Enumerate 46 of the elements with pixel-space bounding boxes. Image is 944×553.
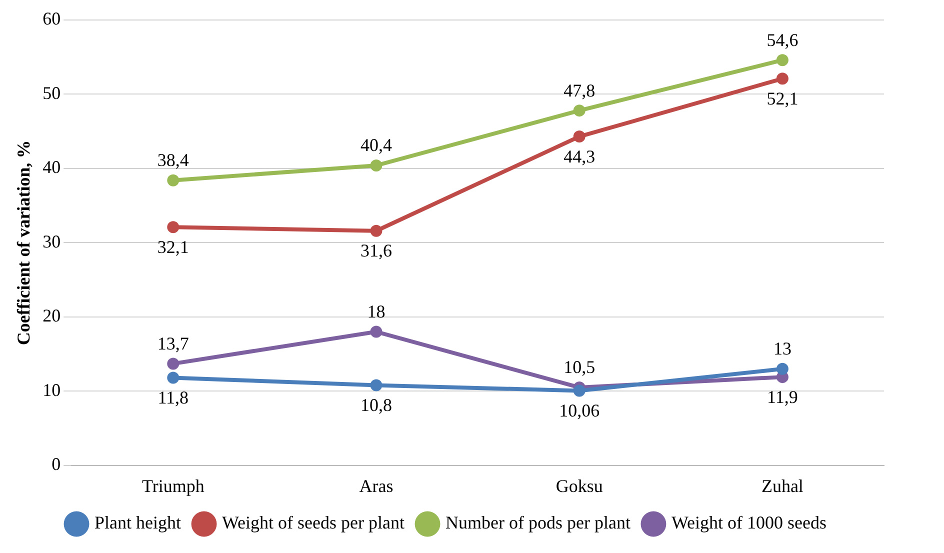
point (573, 384, 586, 397)
data-label: 32,1 (157, 236, 189, 257)
legend-label: Plant height (94, 512, 182, 533)
x-tick-label: Zuhal (761, 476, 804, 496)
point (167, 358, 180, 370)
x-tick-label: Triumph (142, 476, 204, 496)
data-label: 11,9 (767, 386, 798, 407)
data-label: 52,1 (766, 88, 798, 108)
y-tick-label: 40 (42, 157, 61, 178)
data-label: 11,8 (158, 388, 189, 408)
point (167, 174, 180, 186)
point (370, 224, 382, 237)
point (167, 372, 180, 384)
point (370, 326, 382, 338)
point (167, 221, 180, 234)
legend-label: Weight of seeds per plant (222, 512, 405, 533)
x-tick-label: Aras (359, 476, 394, 496)
data-label: 47,8 (564, 80, 596, 100)
data-label: 40,4 (360, 135, 392, 156)
data-label: 13,7 (157, 333, 189, 354)
point (573, 130, 586, 143)
y-tick-label: 50 (42, 82, 61, 103)
point (370, 379, 382, 392)
y-tick-label: 20 (42, 306, 61, 326)
data-label: 31,6 (360, 240, 392, 261)
legend-label: Number of pods per plant (446, 512, 630, 533)
point (370, 160, 382, 172)
data-label: 54,6 (766, 30, 798, 50)
data-label: 10,5 (564, 357, 596, 378)
data-label: 18 (367, 302, 386, 322)
point (776, 54, 788, 66)
y-axis-title: Coefficient of variation, % (13, 140, 34, 346)
point (776, 72, 788, 85)
data-label: 13 (773, 338, 792, 359)
y-tick-label: 30 (42, 231, 61, 252)
legend-label: Weight of 1000 seeds (671, 512, 826, 533)
point (573, 104, 586, 117)
y-tick-label: 10 (42, 380, 61, 400)
data-label: 38,4 (157, 150, 189, 170)
data-label: 10,06 (559, 400, 600, 420)
y-tick-label: 0 (52, 454, 61, 474)
point (776, 362, 788, 375)
data-label: 10,8 (360, 394, 392, 415)
x-tick-label: Goksu (556, 476, 603, 496)
y-tick-label: 60 (42, 8, 61, 29)
data-label: 44,3 (564, 146, 596, 166)
